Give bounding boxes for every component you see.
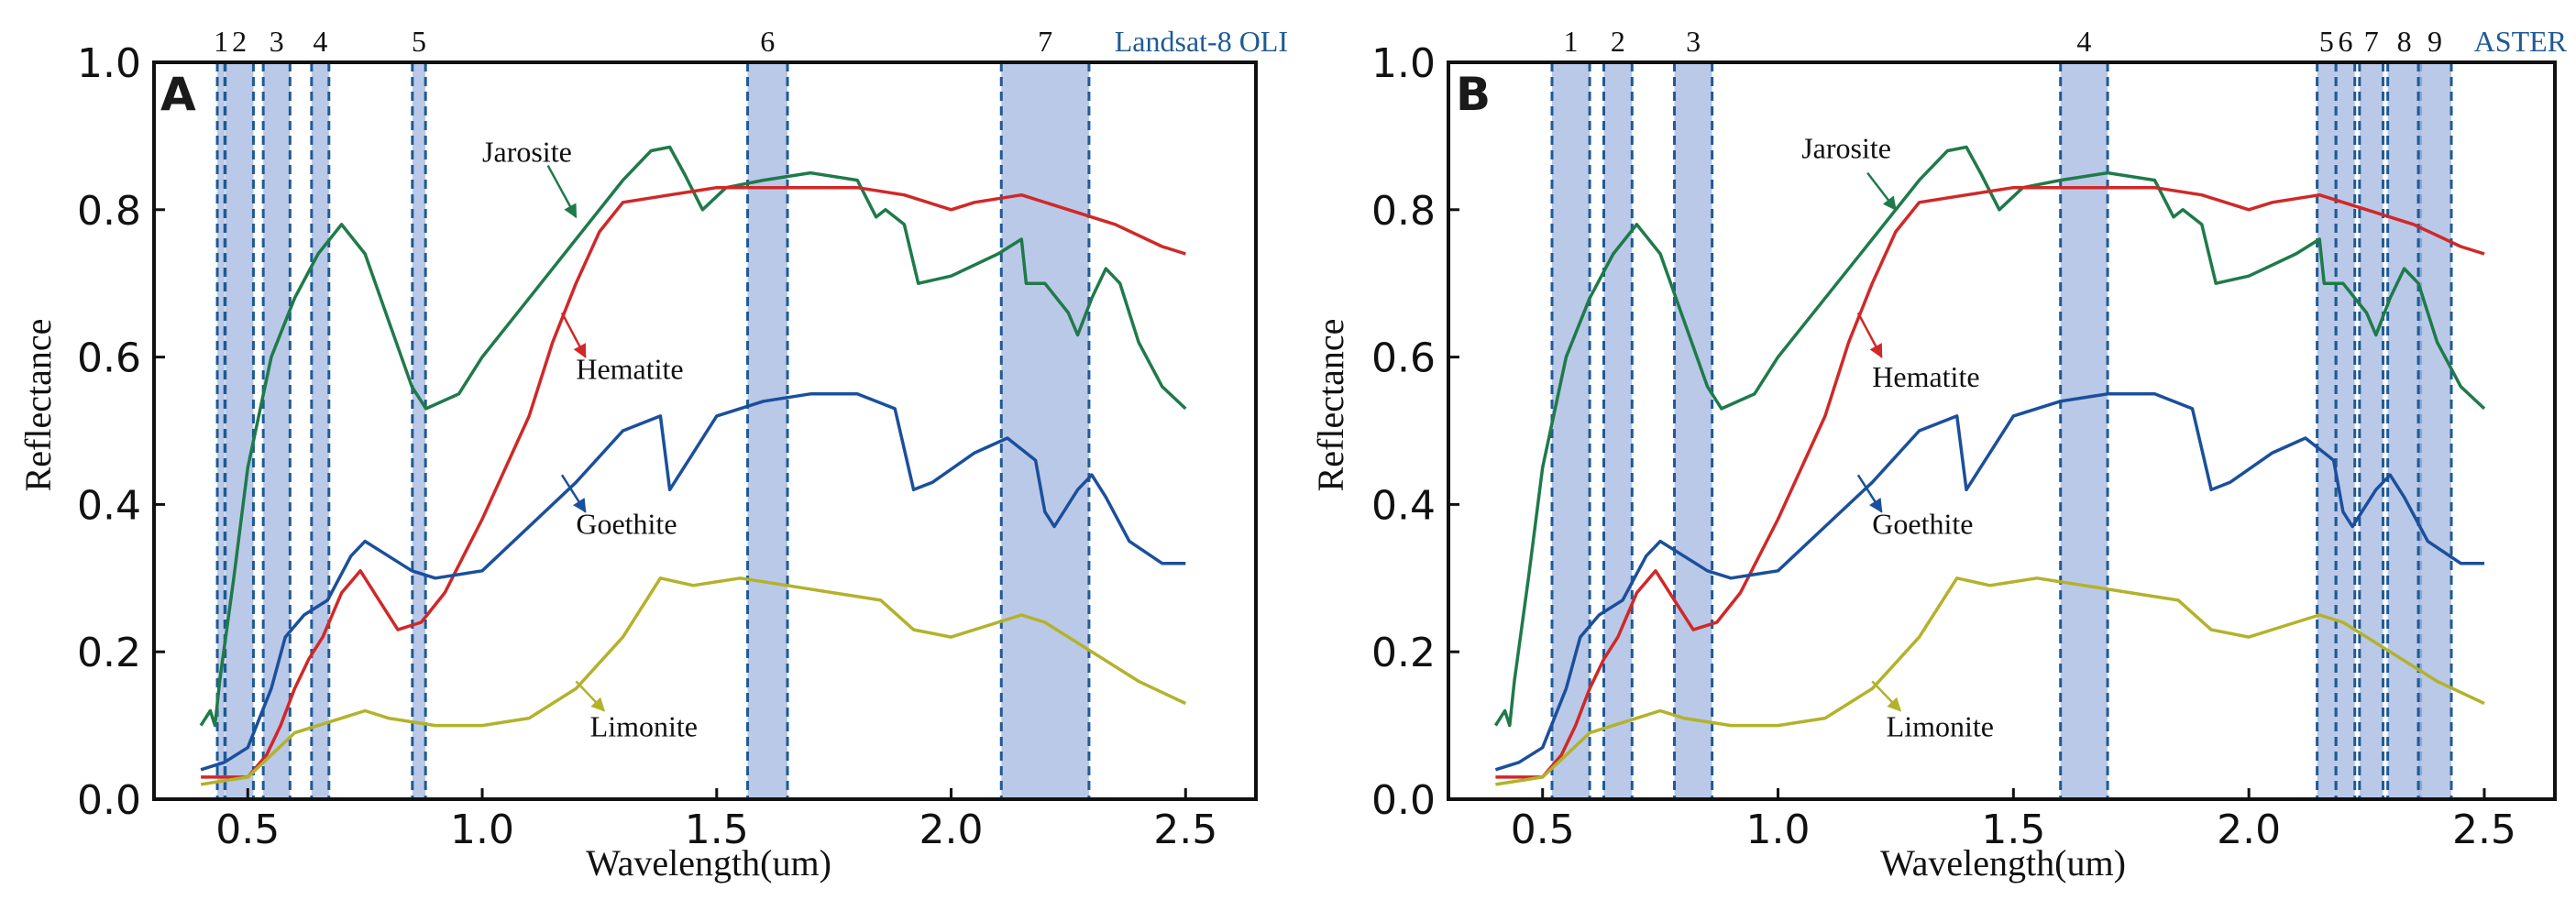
mineral-annotations: Jarosite Hematite Goethite Limonite <box>1801 132 1994 743</box>
panel-letter: B <box>1456 68 1491 121</box>
band-1 <box>217 62 226 799</box>
panel-a: Jarosite Hematite Goethite Limonite A Lands… <box>17 25 1288 884</box>
band-rectangles <box>215 62 1091 799</box>
curve-hematite <box>1495 185 2485 779</box>
arrow-goethite <box>1856 474 1883 513</box>
arrow-jarosite <box>1866 171 1897 211</box>
spectral-curves <box>1493 145 2486 786</box>
sensor-label: ASTER <box>2474 25 2568 58</box>
x-axis-title: Wavelength(um) <box>586 842 831 884</box>
band-6 <box>2336 62 2355 799</box>
y-tick-label: 0.4 <box>77 482 141 529</box>
label-limonite: Limonite <box>590 710 698 743</box>
arrow-hematite <box>1856 312 1883 358</box>
y-tick-label: 0.0 <box>1371 777 1436 824</box>
x-tick-label: 1.5 <box>685 807 749 853</box>
y-tick-label: 0.0 <box>77 777 141 824</box>
label-jarosite: Jarosite <box>482 136 572 169</box>
band-9 <box>2418 62 2452 799</box>
band-3 <box>1674 62 1712 799</box>
band-1 <box>1551 62 1591 799</box>
curve-hematite <box>201 185 1186 779</box>
label-hematite: Hematite <box>576 353 683 386</box>
x-tick-label: 2.5 <box>2452 807 2516 853</box>
band-number-label: 1 <box>214 25 228 58</box>
band-8 <box>2387 62 2421 799</box>
y-tick-label: 1.0 <box>1371 40 1436 87</box>
y-axis-title: Reflectance <box>1310 319 1351 492</box>
band-number-label: 1 <box>1564 25 1579 58</box>
band-number-label: 2 <box>1611 25 1625 58</box>
x-tick-label: 1.0 <box>450 807 514 853</box>
plot-frame <box>152 60 1258 801</box>
x-axis-title: Wavelength(um) <box>1880 842 2126 884</box>
label-goethite: Goethite <box>576 508 677 541</box>
band-rectangles <box>1550 62 2453 799</box>
axes-frame <box>1447 60 2557 801</box>
arrow-limonite <box>575 680 606 712</box>
y-tick-label: 0.6 <box>77 335 141 382</box>
band-number-label: 9 <box>2427 25 2442 58</box>
x-tick-label: 0.5 <box>215 807 280 853</box>
y-tick-label: 0.4 <box>1371 482 1436 529</box>
curve-limonite <box>200 576 1187 786</box>
curve-goethite <box>1494 392 2484 772</box>
plot-frame <box>1447 60 2557 801</box>
arrow-jarosite <box>546 164 578 219</box>
panel-letter: A <box>160 68 196 121</box>
label-limonite: Limonite <box>1887 710 1994 743</box>
band-number-label: 3 <box>270 25 284 58</box>
band-number-label: 5 <box>2319 25 2334 58</box>
band-number-label: 6 <box>760 25 775 58</box>
band-5 <box>2317 62 2337 799</box>
spectral-curves <box>199 145 1187 786</box>
band-5 <box>412 62 426 799</box>
y-tick-label: 0.8 <box>77 188 141 235</box>
band-number-label: 7 <box>1038 25 1052 58</box>
band-4 <box>2060 62 2108 799</box>
panel-b: Jarosite Hematite Goethite Limonite B ASTER… <box>1310 25 2568 884</box>
y-tick-label: 0.8 <box>1371 188 1436 235</box>
band-number-label: 4 <box>313 25 327 58</box>
band-number-label: 4 <box>2076 25 2091 58</box>
band-number-label: 2 <box>232 25 247 58</box>
label-hematite: Hematite <box>1872 360 1979 393</box>
band-4 <box>311 62 329 799</box>
arrow-goethite <box>560 474 587 513</box>
label-jarosite: Jarosite <box>1801 132 1891 165</box>
band-2 <box>225 62 254 799</box>
y-tick-label: 0.2 <box>1371 630 1436 676</box>
x-tick-label: 2.5 <box>1153 807 1217 853</box>
band-2 <box>1603 62 1633 799</box>
mineral-annotations: Jarosite Hematite Goethite Limonite <box>482 136 698 743</box>
band-number-label: 8 <box>2397 25 2412 58</box>
band-number-label: 6 <box>2338 25 2352 58</box>
y-tick-label: 0.6 <box>1371 335 1436 382</box>
band-6 <box>747 62 788 799</box>
y-tick-label: 0.2 <box>77 630 141 676</box>
band-number-label: 7 <box>2364 25 2379 58</box>
x-tick-label: 2.0 <box>919 807 984 853</box>
y-tick-label: 1.0 <box>77 40 141 87</box>
arrow-hematite <box>560 312 587 358</box>
curve-goethite <box>200 392 1186 772</box>
band-number-label: 5 <box>412 25 426 58</box>
x-tick-label: 2.0 <box>2217 807 2281 853</box>
x-tick-label: 1.5 <box>1981 807 2045 853</box>
axes-frame <box>152 60 1258 801</box>
x-tick-label: 1.0 <box>1746 807 1811 853</box>
arrow-limonite <box>1871 680 1902 712</box>
band-number-label: 3 <box>1686 25 1701 58</box>
label-goethite: Goethite <box>1872 508 1973 541</box>
band-7 <box>1001 62 1089 799</box>
band-3 <box>263 62 291 799</box>
axis-text: A Landsat-8 OLI Reflectance Wavelength(u… <box>17 25 1288 884</box>
sensor-label: Landsat-8 OLI <box>1115 25 1288 58</box>
band-7 <box>2359 62 2383 799</box>
x-tick-label: 0.5 <box>1511 807 1575 853</box>
curve-limonite <box>1495 576 2485 786</box>
y-axis-title: Reflectance <box>17 319 59 492</box>
